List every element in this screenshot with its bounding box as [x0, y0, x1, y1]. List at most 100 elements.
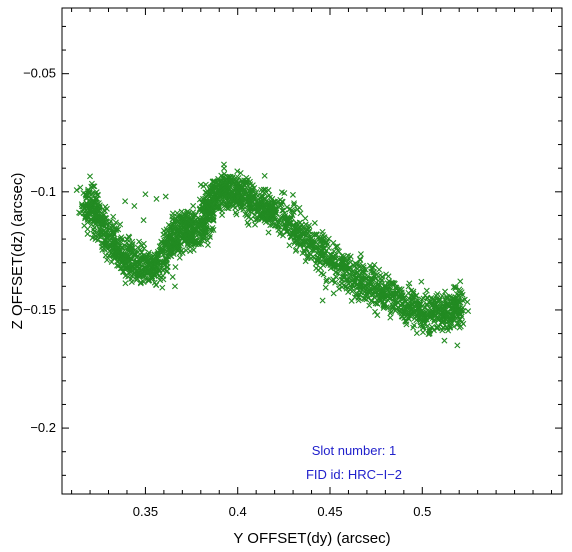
data-points: [73, 161, 472, 349]
axes: 0.35 0.4 0.45 0.5 −0.05 −0.1 −0.15 −0.2: [23, 8, 562, 519]
y-tick-label: −0.1: [30, 184, 56, 199]
data-point: [277, 224, 284, 231]
data-point: [342, 273, 348, 280]
data-point: [122, 198, 129, 205]
data-point: [359, 268, 366, 275]
data-point: [394, 299, 401, 306]
data-point: [335, 255, 342, 262]
data-point: [194, 239, 201, 246]
data-point: [290, 221, 297, 228]
data-point: [151, 251, 158, 258]
data-point: [297, 240, 304, 247]
data-point: [89, 198, 96, 205]
x-axis-label: Y OFFSET(dy) (arcsec): [233, 530, 390, 547]
data-point: [283, 228, 290, 235]
data-point: [430, 327, 437, 334]
data-point: [434, 295, 440, 302]
data-point: [323, 278, 330, 285]
data-point: [146, 272, 153, 279]
data-point: [162, 236, 169, 243]
data-point: [220, 161, 227, 168]
data-point: [99, 243, 106, 250]
data-point: [127, 266, 134, 273]
data-point: [426, 330, 433, 337]
data-point: [345, 280, 352, 287]
y-tick-label: −0.2: [30, 420, 56, 435]
data-point: [320, 234, 327, 241]
data-point: [175, 228, 182, 235]
data-point: [84, 230, 91, 237]
data-point: [366, 302, 373, 309]
data-point: [330, 239, 337, 246]
data-point: [306, 231, 313, 238]
data-point: [441, 337, 448, 344]
data-point: [286, 230, 293, 237]
data-point: [168, 248, 175, 255]
data-point: [393, 284, 400, 291]
data-point: [374, 292, 381, 299]
data-point: [342, 261, 349, 268]
data-point: [255, 205, 262, 212]
data-point: [233, 174, 240, 181]
data-point: [205, 198, 212, 205]
data-point: [443, 293, 450, 300]
data-point: [366, 262, 373, 269]
data-point: [398, 286, 405, 293]
x-tick-label: 0.5: [413, 504, 431, 519]
data-point: [289, 191, 296, 198]
data-point: [108, 243, 115, 249]
data-point: [361, 282, 368, 289]
data-point: [157, 277, 164, 284]
data-point: [376, 266, 383, 273]
data-point: [110, 213, 117, 220]
data-point: [347, 272, 354, 279]
data-point: [204, 237, 211, 244]
data-point: [296, 235, 303, 242]
data-point: [97, 228, 104, 235]
data-point: [401, 307, 408, 314]
data-point: [187, 248, 194, 255]
data-point: [359, 262, 366, 269]
data-point: [406, 280, 413, 287]
data-point: [110, 253, 117, 260]
data-point: [434, 303, 441, 310]
data-point: [301, 230, 308, 237]
data-point: [98, 213, 105, 220]
data-point: [465, 308, 472, 315]
data-point: [126, 243, 133, 250]
data-point: [146, 268, 153, 275]
data-point: [256, 211, 263, 218]
data-point: [153, 262, 160, 269]
data-point: [176, 249, 183, 256]
data-point: [291, 200, 298, 207]
data-point: [103, 219, 110, 226]
slot-number-annotation: Slot number: 1: [312, 443, 397, 458]
data-point: [433, 325, 440, 332]
data-point: [162, 241, 169, 248]
data-point: [270, 211, 277, 218]
data-point: [396, 286, 403, 293]
data-point: [446, 324, 453, 331]
data-point: [249, 186, 256, 193]
data-point: [118, 234, 125, 241]
data-point: [430, 301, 437, 308]
data-point: [323, 239, 330, 246]
data-point: [111, 225, 118, 232]
y-tick-label: −0.15: [23, 302, 56, 317]
data-point: [413, 330, 420, 337]
data-point: [169, 216, 176, 223]
data-point: [210, 217, 217, 224]
data-point: [371, 288, 378, 295]
data-point: [148, 261, 155, 268]
data-point: [162, 262, 169, 269]
data-point: [315, 247, 322, 254]
data-point: [345, 252, 352, 259]
data-point: [439, 324, 446, 331]
data-point: [243, 174, 250, 181]
data-point: [114, 262, 121, 269]
data-point: [203, 228, 210, 234]
data-point: [122, 280, 129, 287]
data-point: [253, 216, 260, 223]
data-point: [381, 288, 388, 295]
data-point: [410, 293, 417, 300]
